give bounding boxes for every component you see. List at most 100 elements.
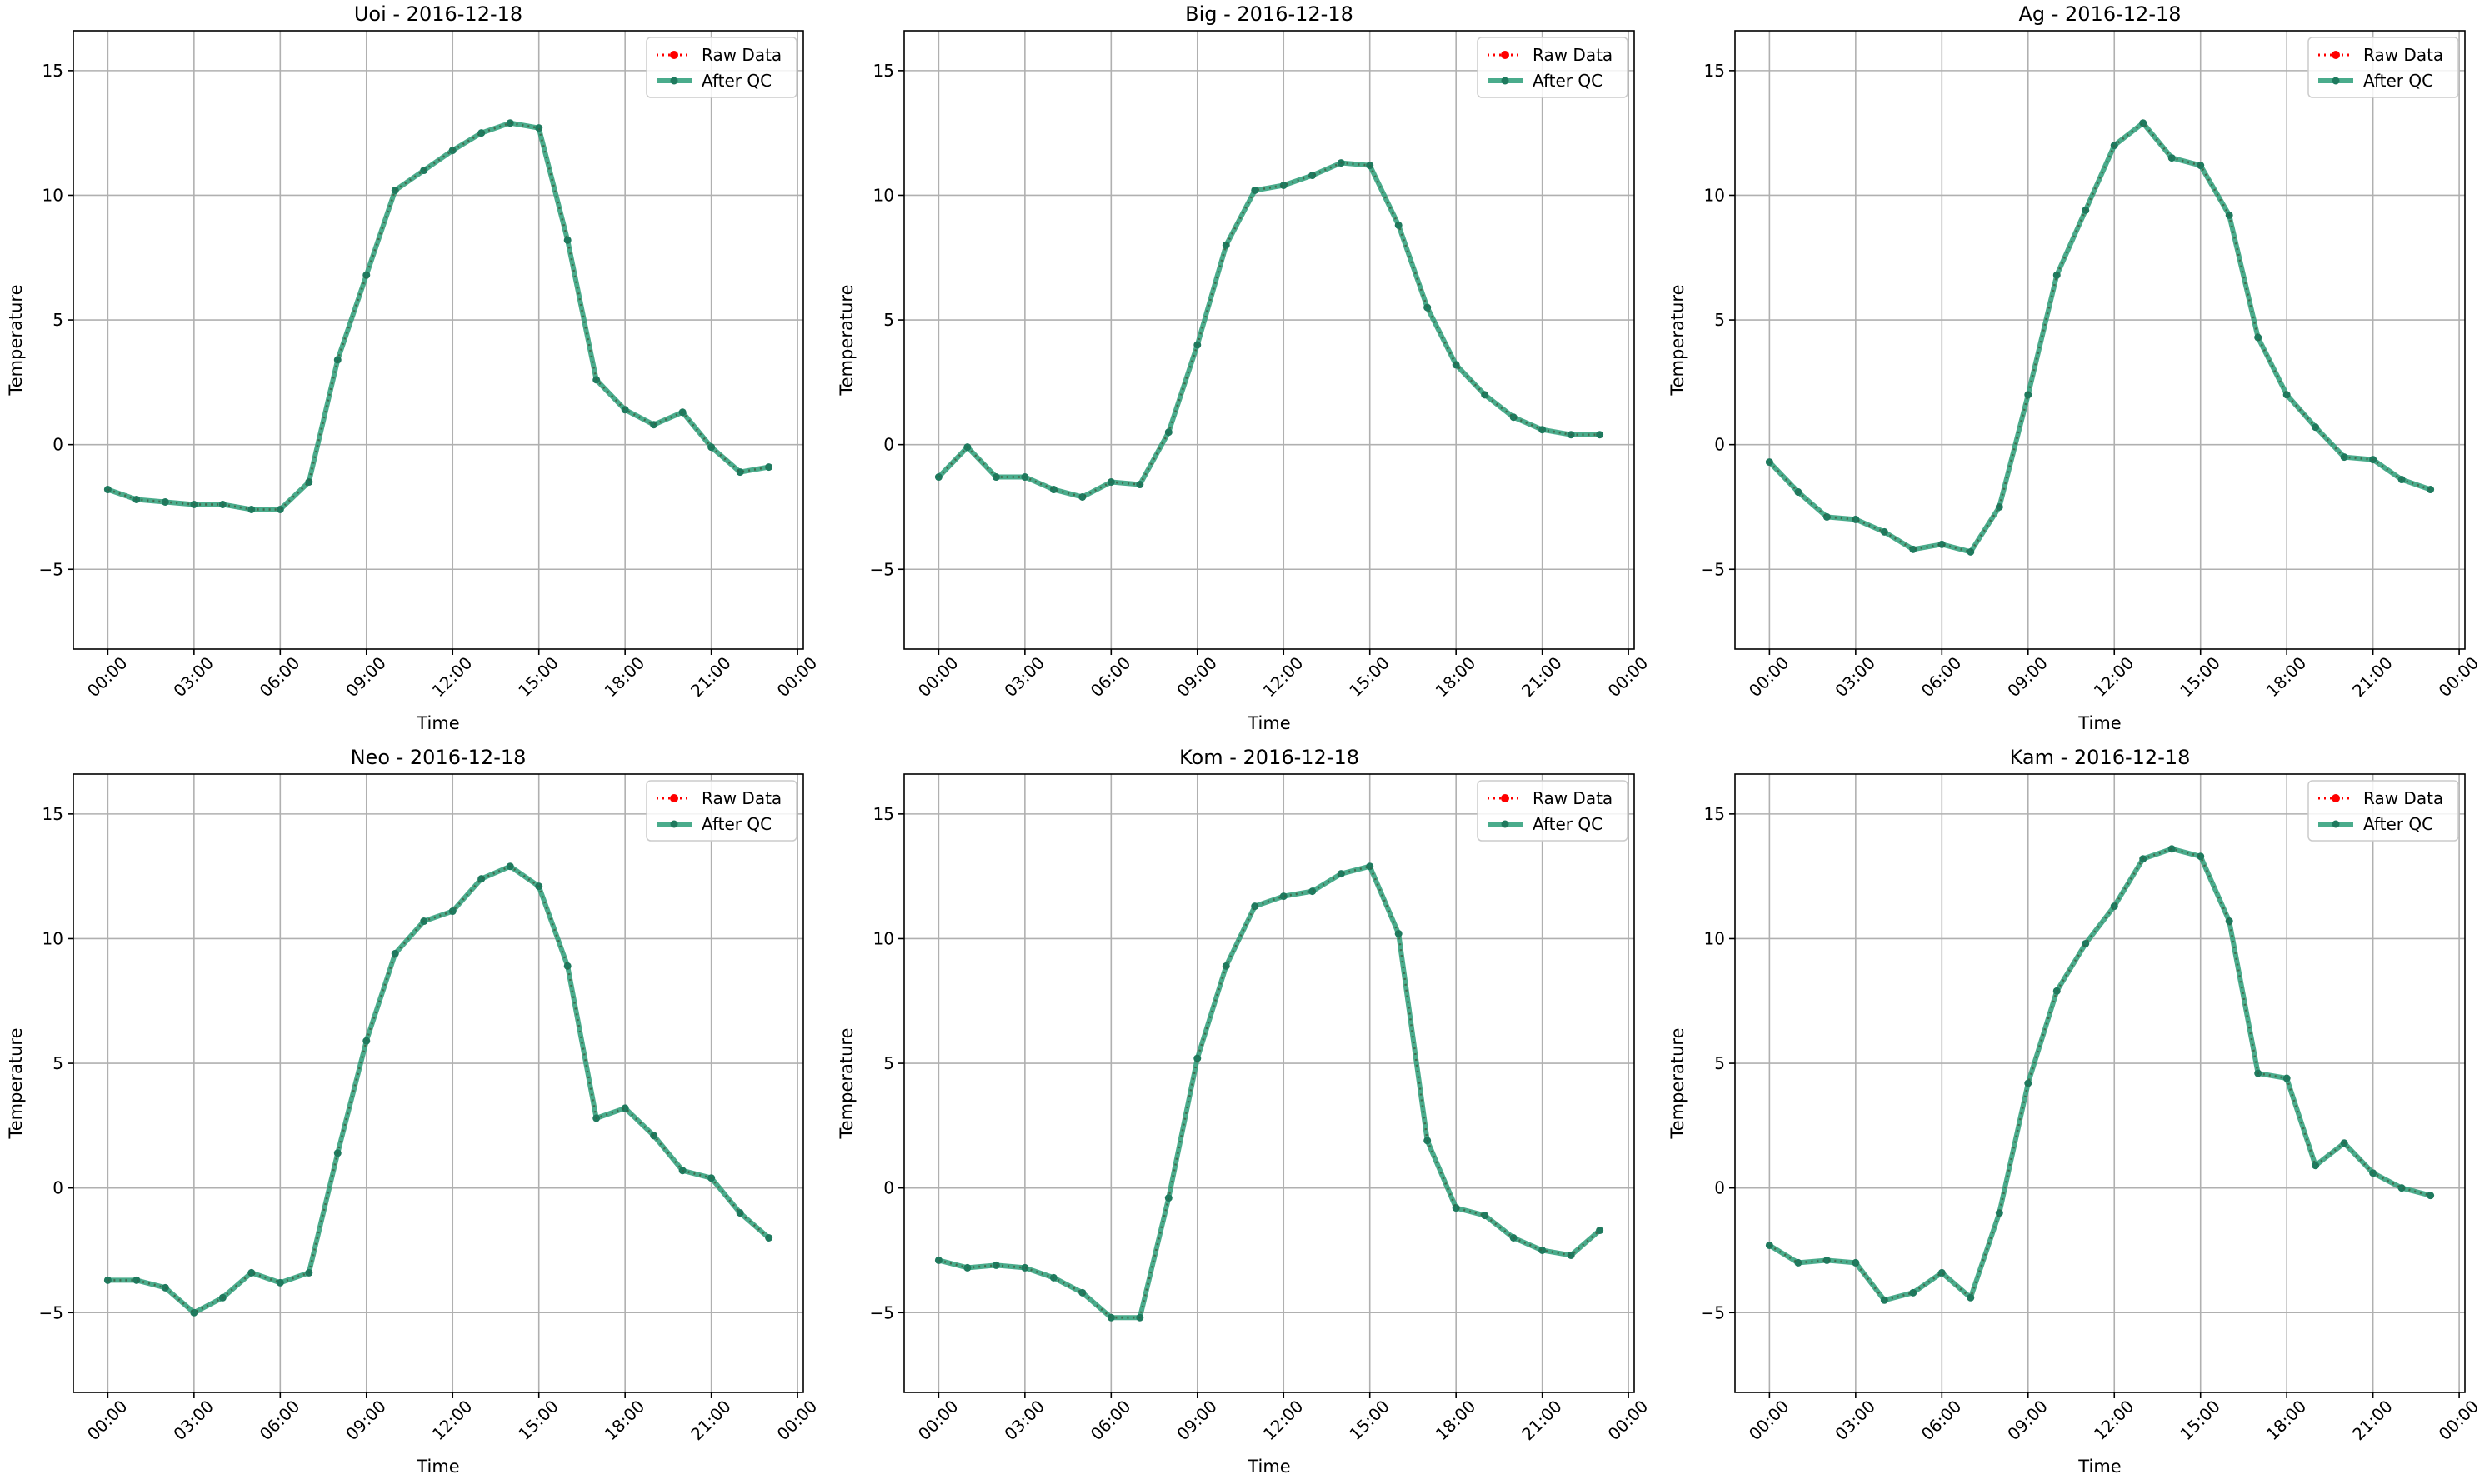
x-tick-label: 06:00 bbox=[1918, 1396, 1966, 1444]
y-tick-label: 10 bbox=[42, 185, 63, 205]
legend-raw-label: Raw Data bbox=[2363, 45, 2443, 65]
x-tick-label: 06:00 bbox=[256, 1396, 304, 1444]
legend: Raw Data After QC bbox=[1477, 37, 1628, 98]
after-qc-point bbox=[2197, 162, 2205, 170]
axes-frame bbox=[903, 773, 1635, 1393]
y-tick-label: 15 bbox=[873, 804, 894, 824]
y-tick-label: 10 bbox=[873, 185, 894, 205]
y-tick-label: 15 bbox=[873, 61, 894, 81]
x-tick-label: 12:00 bbox=[428, 652, 477, 701]
after-qc-point bbox=[1308, 172, 1317, 180]
x-tick-label: 09:00 bbox=[1172, 1396, 1221, 1444]
panel-neo: 00:00 03:00 06:00 09:00 12:00 15:00 18:00 21:00… bbox=[6, 746, 821, 1477]
after-qc-point bbox=[1164, 1194, 1172, 1202]
series-raw-data-overlay bbox=[938, 162, 1600, 498]
x-tick-label: 03:00 bbox=[169, 1396, 218, 1444]
after-qc-point bbox=[1967, 547, 1975, 556]
x-tick-label: 15:00 bbox=[514, 652, 562, 701]
x-tick-label: 18:00 bbox=[1432, 652, 1480, 701]
axes-frame bbox=[1734, 30, 2466, 650]
after-qc-point bbox=[1251, 902, 1259, 911]
x-tick-label: 06:00 bbox=[1087, 652, 1135, 701]
legend-qc-marker bbox=[1501, 77, 1509, 85]
y-axis-label: Temperature bbox=[837, 1027, 857, 1139]
panel-uoi: 00:00 03:00 06:00 09:00 12:00 15:00 18:00 21:00… bbox=[6, 2, 821, 733]
chart-title: Ag - 2016-12-18 bbox=[2018, 2, 2181, 26]
axes-frame bbox=[72, 773, 804, 1393]
after-qc-point bbox=[1909, 1288, 1918, 1297]
x-tick-label: 21:00 bbox=[687, 1396, 735, 1444]
after-qc-point bbox=[1538, 1246, 1547, 1254]
after-qc-point bbox=[2024, 1079, 2032, 1087]
after-qc-point bbox=[1049, 486, 1058, 494]
x-tick-label: 21:00 bbox=[2348, 652, 2397, 701]
x-tick-label: 00:00 bbox=[1604, 652, 1652, 701]
y-tick-label: −5 bbox=[1701, 559, 1725, 579]
x-tick-label: 09:00 bbox=[2003, 652, 2052, 701]
after-qc-point bbox=[1794, 1258, 1802, 1267]
legend-raw-marker bbox=[2332, 51, 2340, 59]
chart-title: Uoi - 2016-12-18 bbox=[354, 2, 522, 26]
legend: Raw Data After QC bbox=[646, 37, 798, 98]
after-qc-point bbox=[2197, 852, 2205, 861]
legend-qc-label: After QC bbox=[1532, 814, 1602, 834]
after-qc-point bbox=[2225, 917, 2233, 926]
after-qc-point bbox=[2254, 333, 2262, 342]
after-qc-point bbox=[1279, 182, 1288, 189]
x-tick-label: 15:00 bbox=[514, 1396, 562, 1444]
x-tick-label: 18:00 bbox=[1432, 1396, 1480, 1444]
after-qc-point bbox=[1938, 540, 1946, 548]
plot-area bbox=[1735, 31, 2465, 649]
panel-ag: 00:00 03:00 06:00 09:00 12:00 15:00 18:00 21:00… bbox=[1668, 2, 2482, 733]
x-tick-label: 00:00 bbox=[773, 652, 822, 701]
after-qc-point bbox=[563, 236, 572, 244]
after-qc-point bbox=[1452, 1204, 1460, 1212]
x-tick-label: 21:00 bbox=[2348, 1396, 2397, 1444]
legend: Raw Data After QC bbox=[2308, 37, 2459, 98]
y-tick-label: 10 bbox=[1704, 185, 1725, 205]
legend-raw-marker bbox=[670, 51, 678, 59]
x-tick-label: 18:00 bbox=[2262, 1396, 2311, 1444]
x-tick-label: 21:00 bbox=[1518, 1396, 1566, 1444]
y-tick-label: −5 bbox=[870, 1302, 894, 1322]
legend-raw-marker bbox=[1501, 794, 1509, 802]
after-qc-point bbox=[190, 1308, 198, 1317]
y-tick-label: −5 bbox=[870, 559, 894, 579]
series-after-qc-line bbox=[1768, 846, 2432, 1303]
x-tick-label: 06:00 bbox=[256, 652, 304, 701]
y-tick-label: 5 bbox=[1714, 1053, 1725, 1073]
legend-raw-label: Raw Data bbox=[702, 788, 782, 808]
x-axis-label: Time bbox=[416, 1457, 459, 1477]
y-tick-label: 15 bbox=[1704, 804, 1725, 824]
after-qc-point bbox=[1366, 862, 1374, 871]
after-qc-point bbox=[1481, 1212, 1489, 1220]
after-qc-point bbox=[2052, 271, 2061, 279]
y-tick-label: 5 bbox=[883, 310, 894, 330]
x-tick-label: 00:00 bbox=[2435, 1396, 2483, 1444]
chart-title: Kam - 2016-12-18 bbox=[2010, 746, 2191, 769]
x-axis-label: Time bbox=[1247, 713, 1290, 733]
after-qc-point bbox=[1452, 361, 1460, 369]
x-axis-label: Time bbox=[1247, 1457, 1290, 1477]
legend-qc-marker bbox=[1501, 820, 1509, 828]
after-qc-point bbox=[1852, 515, 1860, 523]
y-tick-label: 15 bbox=[1704, 61, 1725, 81]
after-qc-point bbox=[362, 271, 371, 279]
legend-raw-label: Raw Data bbox=[1532, 788, 1612, 808]
x-tick-label: 09:00 bbox=[2003, 1396, 2052, 1444]
series-raw-data-overlay bbox=[1768, 122, 2431, 553]
y-tick-label: 15 bbox=[42, 61, 63, 81]
chart-title: Big - 2016-12-18 bbox=[1185, 2, 1353, 26]
y-tick-label: 5 bbox=[883, 1053, 894, 1073]
plot-area bbox=[1735, 774, 2465, 1392]
after-qc-point bbox=[621, 1104, 629, 1112]
legend-raw-marker bbox=[670, 794, 678, 802]
x-tick-label: 03:00 bbox=[169, 652, 218, 701]
after-qc-point bbox=[1222, 241, 1230, 249]
legend-qc-label: After QC bbox=[702, 71, 772, 91]
after-qc-point bbox=[1193, 1054, 1202, 1062]
y-tick-label: 0 bbox=[883, 1178, 894, 1198]
after-qc-point bbox=[478, 129, 486, 137]
x-tick-label: 00:00 bbox=[83, 1396, 132, 1444]
legend-raw-label: Raw Data bbox=[2363, 788, 2443, 808]
